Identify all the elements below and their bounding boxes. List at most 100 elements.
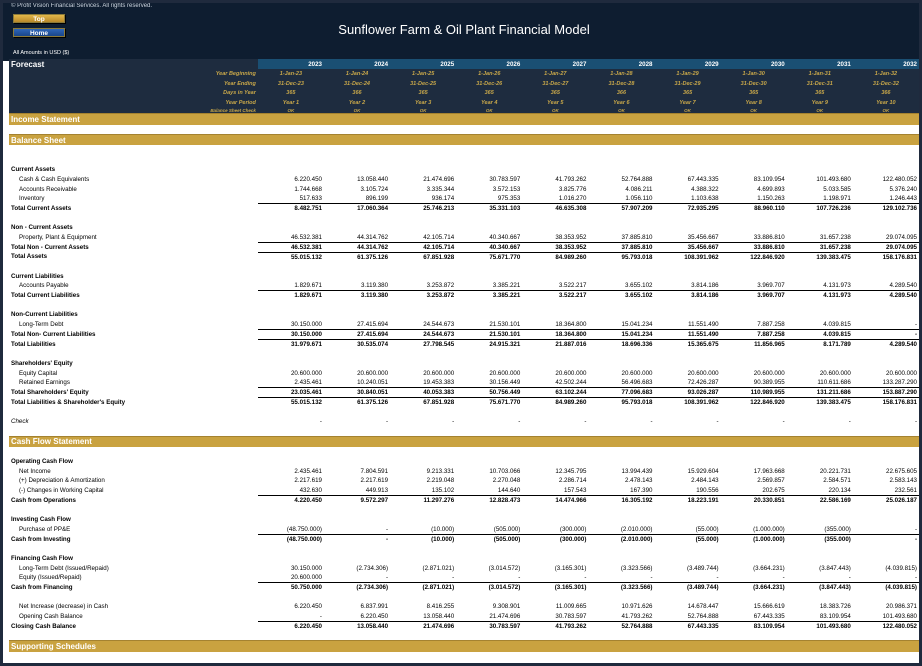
value-cell[interactable]: 52.764.888 <box>621 175 653 183</box>
value-cell[interactable]: 3.825.776 <box>558 185 587 193</box>
value-cell[interactable] <box>522 515 588 525</box>
timeline-cell[interactable]: 1-Jan-24 <box>323 69 391 79</box>
value-cell[interactable]: 6.220.450 <box>257 620 324 632</box>
timeline-cell[interactable]: 1-Jan-32 <box>852 69 919 79</box>
value-cell[interactable] <box>853 223 919 233</box>
value-cell[interactable] <box>258 515 324 525</box>
value-cell[interactable]: (2.871.021) <box>390 582 457 593</box>
value-cell[interactable]: 4.220.450 <box>257 495 324 506</box>
value-cell[interactable]: 31.657.238 <box>819 233 851 241</box>
value-cell[interactable]: 23.035.461 <box>257 387 324 398</box>
value-cell[interactable]: 30.783.597 <box>489 175 521 183</box>
value-cell[interactable]: (505.000) <box>456 533 523 544</box>
value-cell[interactable]: 90.389.955 <box>753 379 785 387</box>
timeline-cell[interactable]: OK <box>257 107 324 114</box>
value-cell[interactable]: 2.270.048 <box>492 477 521 485</box>
value-cell[interactable]: 4.131.973 <box>823 282 851 290</box>
timeline-cell[interactable]: Year 10 <box>852 98 919 108</box>
value-cell[interactable] <box>721 457 787 467</box>
value-cell[interactable]: 52.764.888 <box>687 612 719 620</box>
value-cell[interactable] <box>390 359 456 369</box>
timeline-cell[interactable]: Year 7 <box>654 98 721 108</box>
value-cell[interactable]: 35.456.667 <box>687 233 719 241</box>
value-cell[interactable]: 3.119.380 <box>323 290 391 301</box>
value-cell[interactable]: - <box>716 418 719 426</box>
timeline-cell[interactable]: 1-Jan-23 <box>257 69 324 79</box>
value-cell[interactable] <box>787 223 853 233</box>
value-cell[interactable]: 18.364.800 <box>522 329 589 340</box>
value-cell[interactable]: 20.600.000 <box>290 369 322 377</box>
timeline-cell[interactable]: OK <box>720 107 787 114</box>
value-cell[interactable]: 77.096.683 <box>588 387 655 398</box>
value-cell[interactable] <box>522 554 588 564</box>
value-cell[interactable]: 21.474.696 <box>423 175 455 183</box>
value-cell[interactable] <box>456 223 522 233</box>
value-cell[interactable]: - <box>386 418 389 426</box>
value-cell[interactable]: - <box>452 574 455 582</box>
timeline-cell[interactable]: 1-Jan-27 <box>522 69 589 79</box>
value-cell[interactable] <box>853 271 919 281</box>
value-cell[interactable]: (3.165.301) <box>554 564 587 572</box>
value-cell[interactable]: 20.600.000 <box>357 369 389 377</box>
value-cell[interactable]: 83.109.954 <box>819 612 851 620</box>
value-cell[interactable]: 3.385.221 <box>492 282 521 290</box>
value-cell[interactable]: 67.851.928 <box>390 251 457 262</box>
value-cell[interactable]: (505.000) <box>493 525 521 533</box>
value-cell[interactable] <box>324 457 390 467</box>
value-cell[interactable]: - <box>716 574 719 582</box>
value-cell[interactable]: 21.474.696 <box>390 620 457 632</box>
value-cell[interactable]: 17.963.668 <box>753 467 785 475</box>
value-cell[interactable]: 517.633 <box>299 194 322 202</box>
value-cell[interactable]: 3.814.186 <box>691 282 719 290</box>
value-cell[interactable]: 13.994.439 <box>621 467 653 475</box>
value-cell[interactable] <box>655 165 721 175</box>
value-cell[interactable] <box>522 223 588 233</box>
timeline-cell[interactable]: 1-Jan-25 <box>390 69 457 79</box>
value-cell[interactable]: 3.119.380 <box>360 282 389 290</box>
value-cell[interactable]: 1.829.671 <box>294 282 322 290</box>
value-cell[interactable] <box>456 310 522 320</box>
value-cell[interactable]: 83.109.954 <box>720 620 787 632</box>
value-cell[interactable]: 12.828.473 <box>456 495 523 506</box>
value-cell[interactable]: 3.969.707 <box>720 290 787 301</box>
timeline-cell[interactable]: 365 <box>654 88 721 99</box>
value-cell[interactable]: 93.026.287 <box>654 387 721 398</box>
value-cell[interactable]: 153.887.290 <box>852 387 919 398</box>
value-cell[interactable]: 110.989.955 <box>720 387 787 398</box>
timeline-cell[interactable]: 1-Jan-26 <box>456 69 523 79</box>
value-cell[interactable]: 139.383.475 <box>786 251 853 262</box>
value-cell[interactable]: 42.502.244 <box>555 379 587 387</box>
year-cell[interactable]: 2025 <box>390 59 457 69</box>
value-cell[interactable] <box>721 223 787 233</box>
value-cell[interactable]: 20.600.000 <box>489 369 521 377</box>
value-cell[interactable]: 31.979.671 <box>257 338 324 349</box>
value-cell[interactable]: 33.886.810 <box>753 233 785 241</box>
value-cell[interactable]: 129.102.736 <box>852 203 919 214</box>
value-cell[interactable]: 72.426.287 <box>687 379 719 387</box>
value-cell[interactable]: 7.887.258 <box>757 320 785 328</box>
value-cell[interactable]: - <box>319 418 322 426</box>
value-cell[interactable] <box>522 271 588 281</box>
value-cell[interactable]: - <box>782 574 785 582</box>
value-cell[interactable]: 4.699.893 <box>757 185 785 193</box>
value-cell[interactable]: 135.102 <box>431 486 455 494</box>
value-cell[interactable]: 30.840.051 <box>323 387 391 398</box>
value-cell[interactable]: 13.058.440 <box>357 175 389 183</box>
value-cell[interactable]: 18.696.336 <box>588 338 655 349</box>
value-cell[interactable]: (3.664.231) <box>720 582 787 593</box>
value-cell[interactable]: 2.484.143 <box>691 477 719 485</box>
value-cell[interactable]: 44.314.762 <box>357 233 389 241</box>
value-cell[interactable]: (300.000) <box>559 525 587 533</box>
value-cell[interactable]: 139.383.475 <box>786 396 853 407</box>
value-cell[interactable] <box>853 165 919 175</box>
value-cell[interactable]: 18.364.800 <box>555 320 587 328</box>
value-cell[interactable]: 20.221.731 <box>819 467 851 475</box>
value-cell[interactable] <box>787 310 853 320</box>
value-cell[interactable] <box>324 271 390 281</box>
value-cell[interactable]: 30.150.000 <box>290 320 322 328</box>
timeline-cell[interactable]: 366 <box>588 88 655 99</box>
value-cell[interactable] <box>655 310 721 320</box>
timeline-cell[interactable]: 31-Dec-23 <box>257 78 324 89</box>
value-cell[interactable]: (2.734.306) <box>323 582 391 593</box>
value-cell[interactable]: 16.305.192 <box>588 495 655 506</box>
